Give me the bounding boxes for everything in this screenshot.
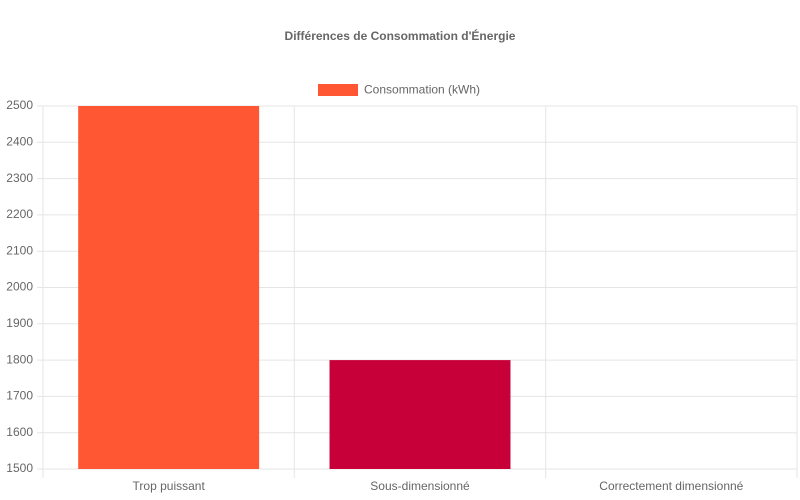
y-tick-label: 1700 bbox=[6, 389, 33, 403]
bar bbox=[329, 360, 511, 469]
y-tick-label: 2100 bbox=[6, 243, 33, 257]
legend-label: Consommation (kWh) bbox=[364, 83, 480, 97]
y-tick-label: 1600 bbox=[6, 425, 33, 439]
x-tick-label: Sous-dimensionné bbox=[370, 479, 470, 493]
y-tick-label: 2000 bbox=[6, 280, 33, 294]
chart-title: Différences de Consommation d'Énergie bbox=[285, 28, 516, 43]
y-tick-label: 2500 bbox=[6, 98, 33, 112]
y-tick-label: 1900 bbox=[6, 316, 33, 330]
x-tick-label: Trop puissant bbox=[133, 479, 206, 493]
y-tick-label: 2300 bbox=[6, 171, 33, 185]
y-tick-label: 2200 bbox=[6, 207, 33, 221]
y-tick-label: 1800 bbox=[6, 352, 33, 366]
y-tick-label: 2400 bbox=[6, 134, 33, 148]
x-tick-label: Correctement dimensionné bbox=[599, 479, 743, 493]
y-tick-label: 1500 bbox=[6, 461, 33, 475]
bar bbox=[78, 106, 260, 469]
legend-swatch bbox=[318, 84, 358, 96]
